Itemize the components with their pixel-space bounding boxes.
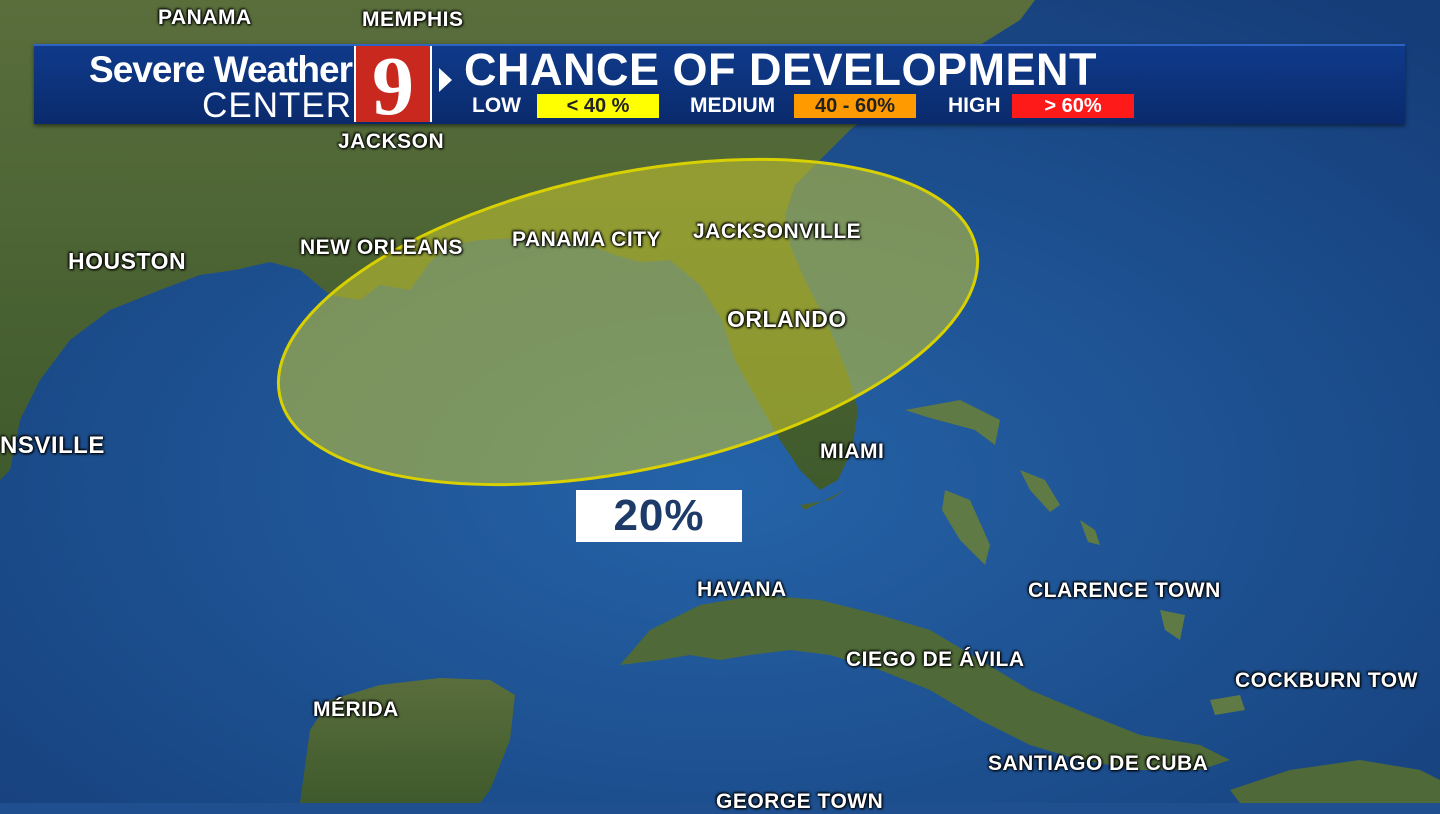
legend-low-range: < 40 % — [537, 94, 659, 118]
legend-high-range: > 60% — [1012, 94, 1134, 118]
city-label-brownsville: NSVILLE — [0, 432, 105, 459]
city-label-cockburn-town: COCKBURN TOW — [1235, 669, 1418, 692]
legend-medium-label: MEDIUM — [690, 94, 776, 117]
header-banner: Severe Weather CENTER 9 CHANCE OF DEVELO… — [34, 40, 1405, 133]
brand-line-1: Severe Weather — [89, 49, 353, 90]
bahamas-island — [1160, 610, 1185, 640]
logo-number: 9 — [372, 40, 414, 133]
city-label-jackson: JACKSON — [338, 130, 445, 153]
bahamas-island — [905, 400, 1000, 445]
city-label-miami: MIAMI — [820, 440, 885, 463]
city-label-panama-city: PANAMA CITY — [512, 228, 661, 251]
bahamas-island — [1020, 470, 1060, 512]
florida-keys — [800, 490, 845, 510]
brand-line-2: CENTER — [202, 86, 352, 125]
brand-title: Severe Weather CENTER — [40, 49, 353, 125]
play-arrow-icon — [439, 68, 452, 92]
bahamas-island — [942, 490, 990, 565]
bahamas-island — [1080, 520, 1100, 545]
city-label-orlando: ORLANDO — [727, 306, 847, 332]
yucatan-peninsula — [300, 678, 515, 803]
development-chance-label: 20% — [576, 490, 742, 542]
cuba — [620, 595, 1230, 770]
city-label-jacksonville: JACKSONVILLE — [693, 220, 862, 243]
city-label-havana: HAVANA — [697, 578, 787, 601]
city-label-houston: HOUSTON — [68, 248, 187, 274]
city-label-ciego-de-avila: CIEGO DE ÁVILA — [846, 648, 1025, 671]
legend-high-label: HIGH — [948, 94, 1001, 117]
channel-9-logo: 9 — [354, 40, 432, 133]
city-label-new-orleans: NEW ORLEANS — [300, 236, 463, 259]
legend-medium-range: 40 - 60% — [794, 94, 916, 118]
city-label-merida: MÉRIDA — [313, 698, 399, 721]
hispaniola — [1230, 760, 1440, 803]
legend-low-label: LOW — [472, 94, 521, 117]
city-label-santiago-de-cuba: SANTIAGO DE CUBA — [988, 752, 1209, 775]
city-label-memphis: MEMPHIS — [362, 8, 464, 31]
city-label-panama: PANAMA — [158, 6, 252, 29]
city-label-george-town: GEORGE TOWN — [716, 790, 884, 813]
city-label-clarence-town: CLARENCE TOWN — [1028, 579, 1221, 602]
turks-caicos — [1210, 695, 1245, 715]
banner-title: CHANCE OF DEVELOPMENT — [464, 44, 1098, 95]
development-area[interactable] — [249, 103, 1007, 541]
